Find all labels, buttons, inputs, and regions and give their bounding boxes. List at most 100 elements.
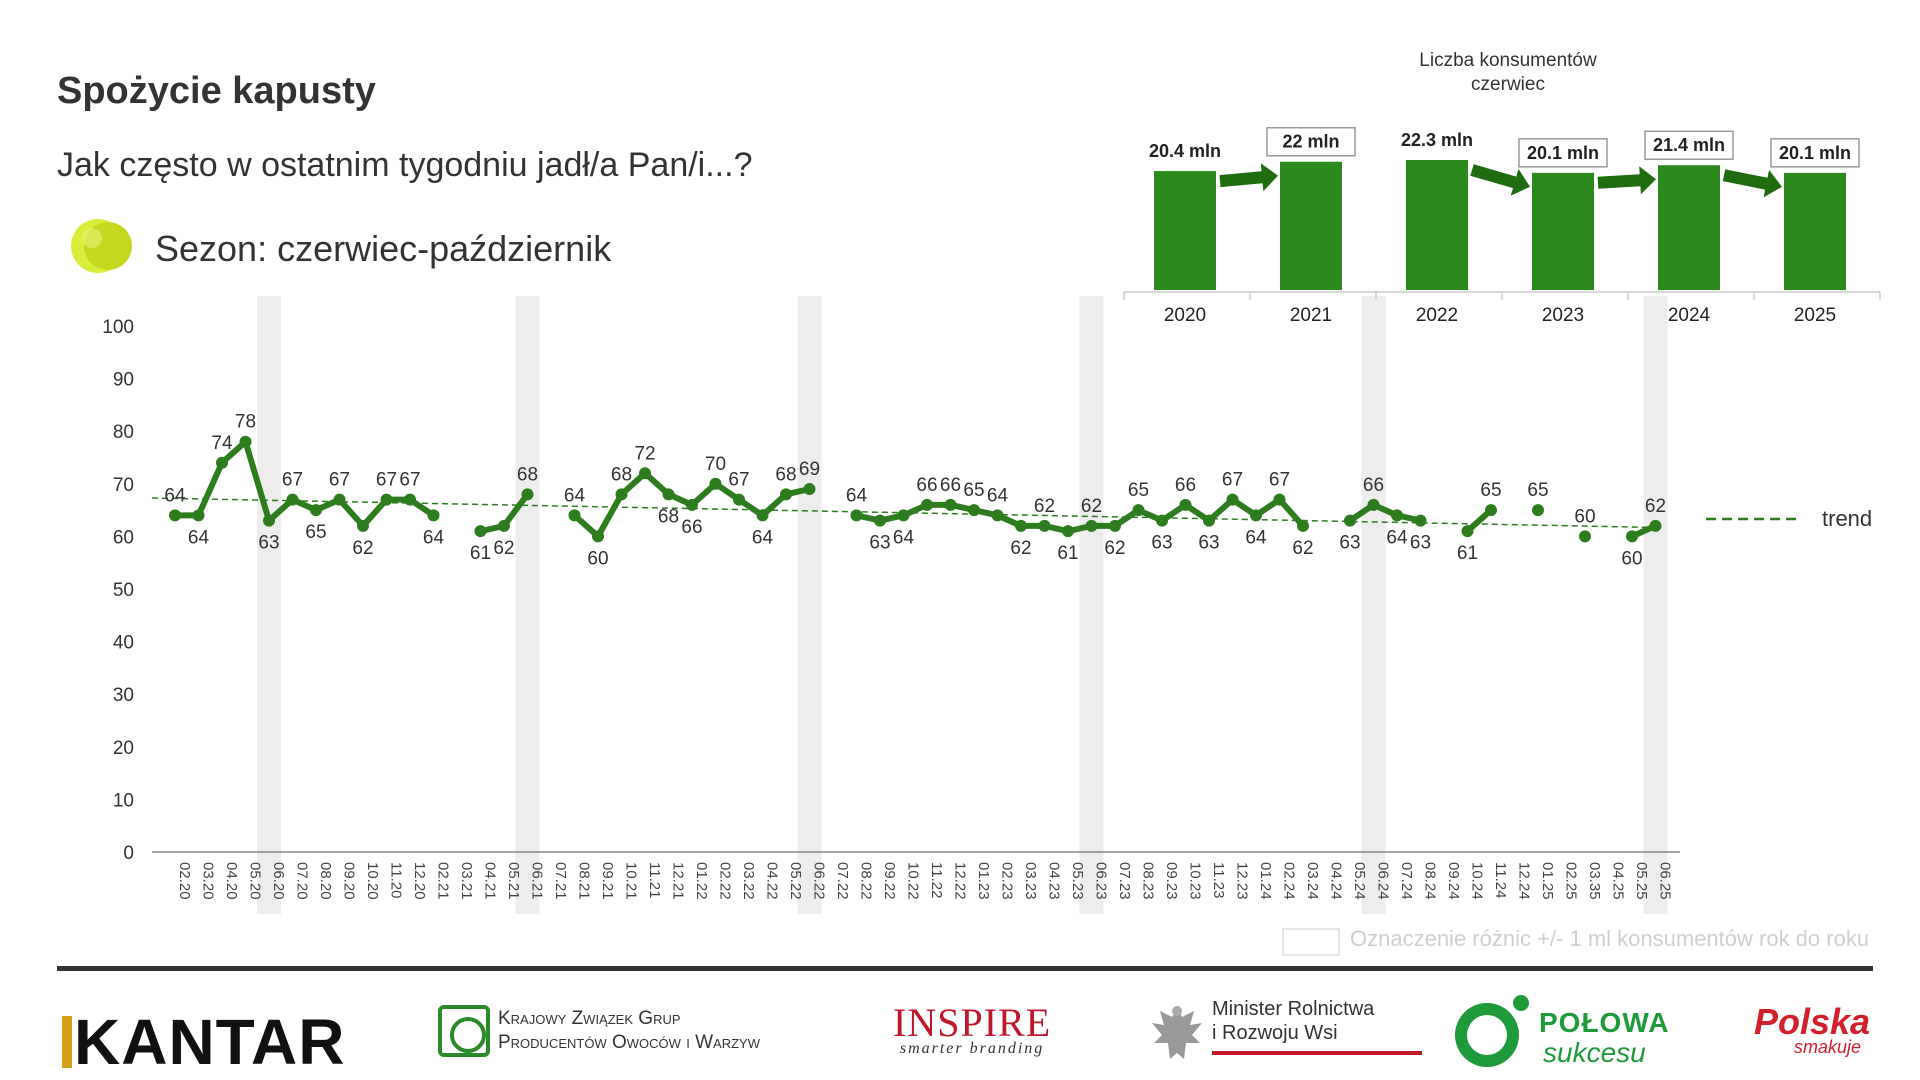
y-tick-label: 0 (123, 843, 134, 864)
data-point (1414, 514, 1427, 527)
data-point (380, 493, 393, 506)
bar (1658, 165, 1720, 290)
data-label: 61 (1057, 543, 1078, 564)
data-label: 68 (517, 464, 538, 485)
data-point (357, 519, 369, 532)
x-tick-label: 02.24 (1281, 862, 1298, 900)
x-tick-label: 05.21 (505, 862, 522, 900)
data-point (803, 483, 816, 496)
x-tick-label: 06.23 (1093, 862, 1110, 900)
data-point (1250, 509, 1262, 522)
data-point (521, 488, 534, 501)
x-tick-label: 09.21 (599, 862, 616, 900)
data-label: 74 (211, 433, 233, 454)
y-tick-label: 70 (113, 475, 134, 496)
data-point (568, 509, 581, 522)
x-tick-label: 05.24 (1351, 862, 1368, 900)
bar-value-box (1644, 130, 1734, 160)
x-tick-label: 03.20 (200, 862, 217, 900)
data-label: 62 (1081, 496, 1102, 517)
bar-value-label: 20.4 mln (1149, 141, 1221, 161)
x-tick-label: 10.20 (364, 862, 381, 900)
data-point (1226, 493, 1239, 506)
x-tick-label: 01.22 (693, 862, 710, 900)
data-point (897, 509, 910, 522)
data-point (1132, 504, 1145, 517)
season-band (1079, 296, 1104, 914)
data-point (1273, 493, 1286, 506)
bar-category-label: 2022 (1416, 305, 1458, 326)
data-point (639, 467, 651, 480)
data-point (1579, 530, 1591, 543)
x-tick-label: 07.21 (552, 862, 569, 900)
season-band (797, 296, 822, 914)
lime-circle-icon (71, 219, 132, 273)
x-tick-label: 04.20 (223, 862, 240, 900)
x-tick-label: 10.21 (623, 862, 640, 900)
x-tick-label: 06.22 (811, 862, 828, 900)
y-tick-label: 40 (113, 633, 134, 654)
data-point (1038, 519, 1051, 532)
data-label: 64 (1245, 527, 1267, 548)
data-label: 64 (1386, 527, 1408, 548)
data-label: 65 (1128, 480, 1149, 501)
y-tick-label: 60 (113, 527, 134, 548)
data-point (333, 493, 346, 506)
season-band (1361, 296, 1386, 914)
data-point (1062, 525, 1074, 538)
series-line (1347, 501, 1424, 524)
data-label: 64 (846, 485, 868, 506)
data-point (1344, 514, 1356, 527)
x-tick-label: 10.23 (1187, 862, 1204, 900)
data-label: 64 (893, 527, 915, 548)
data-point (1297, 519, 1309, 532)
x-tick-label: 02.23 (999, 862, 1016, 900)
season-band (257, 296, 281, 914)
data-label: 70 (705, 454, 726, 475)
data-label: 69 (799, 459, 820, 480)
data-label: 65 (1527, 480, 1548, 501)
data-point (991, 509, 1004, 522)
y-tick-label: 30 (113, 685, 134, 706)
x-tick-label: 09.24 (1445, 862, 1462, 900)
data-label: 67 (329, 470, 350, 491)
bar-value-box (1266, 126, 1356, 157)
x-tick-label: 09.22 (881, 862, 898, 900)
footer-logos: KANTAR Krajowy Związek Grup Producentów O… (0, 985, 1920, 1080)
data-label: 60 (587, 548, 608, 569)
data-point (1461, 525, 1474, 538)
x-tick-label: 05.25 (1633, 862, 1650, 900)
x-tick-label: 01.24 (1257, 862, 1274, 900)
data-point (592, 530, 604, 543)
page-title: Spożycie kapusty (57, 70, 376, 112)
x-tick-label: 02.25 (1563, 862, 1580, 900)
bar-value-label: 20.1 mln (1527, 143, 1599, 163)
data-point (1085, 519, 1098, 532)
data-label: 68 (658, 506, 679, 527)
data-point (921, 498, 933, 511)
data-point (474, 525, 487, 538)
data-label: 66 (1175, 475, 1196, 496)
data-point (756, 509, 769, 522)
bar-category-label: 2024 (1668, 305, 1711, 326)
data-label: 67 (1222, 470, 1243, 491)
x-tick-label: 12.21 (670, 862, 687, 900)
bar-chart-title: Liczba konsumentów (1419, 50, 1597, 71)
footer-divider (57, 966, 1873, 971)
data-point (968, 504, 980, 517)
bar-value-box (1518, 138, 1608, 168)
bar-chart-subtitle: czerwiec (1471, 74, 1545, 95)
x-tick-label: 04.22 (764, 862, 781, 900)
x-tick-label: 02.21 (435, 862, 452, 900)
x-tick-label: 12.20 (411, 862, 428, 900)
data-point (216, 456, 228, 469)
x-tick-label: 03.24 (1304, 862, 1321, 900)
trend-arrow-icon (1470, 164, 1530, 196)
x-tick-label: 08.24 (1422, 862, 1439, 900)
x-tick-label: 11.22 (928, 862, 945, 898)
x-tick-label: 09.23 (1163, 862, 1180, 900)
data-label: 64 (188, 527, 210, 548)
x-tick-label: 06.25 (1657, 862, 1674, 900)
x-tick-label: 03.35 (1586, 862, 1603, 900)
data-label: 63 (1198, 533, 1219, 554)
